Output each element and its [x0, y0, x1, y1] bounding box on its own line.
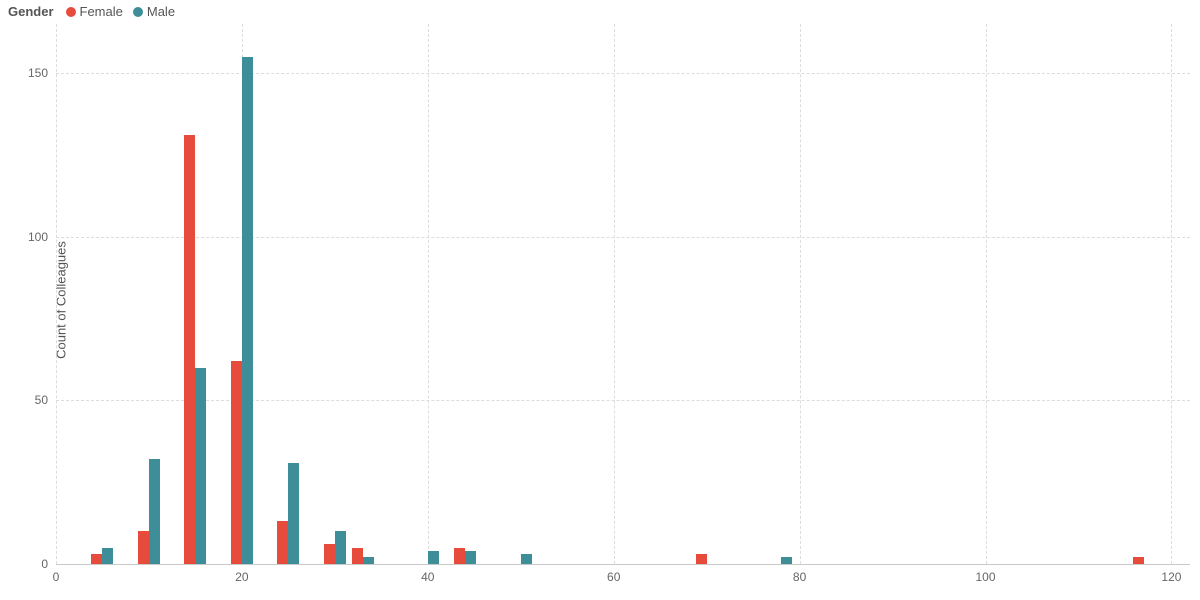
bar-male — [102, 548, 113, 564]
bar-female — [454, 548, 465, 564]
legend-label-male: Male — [147, 4, 175, 19]
legend-swatch-female — [66, 7, 76, 17]
y-tick-label: 0 — [8, 557, 48, 571]
bar-female — [184, 135, 195, 564]
bar-male — [195, 368, 206, 564]
y-tick-label: 150 — [8, 66, 48, 80]
bar-female — [696, 554, 707, 564]
gridline-horizontal — [56, 400, 1190, 401]
plot-area: 050100150020406080100120 — [56, 24, 1190, 564]
legend-label-female: Female — [80, 4, 123, 19]
y-tick-label: 100 — [8, 230, 48, 244]
bar-female — [138, 531, 149, 564]
bar-male — [288, 463, 299, 564]
bar-male — [149, 459, 160, 564]
bar-male — [242, 57, 253, 564]
legend-swatch-male — [133, 7, 143, 17]
y-tick-label: 50 — [8, 393, 48, 407]
bar-male — [465, 551, 476, 564]
gridline-vertical — [800, 24, 801, 564]
x-tick-label: 20 — [235, 570, 248, 584]
bar-female — [91, 554, 102, 564]
gridline-vertical — [1171, 24, 1172, 564]
gridline-horizontal — [56, 73, 1190, 74]
x-tick-label: 120 — [1161, 570, 1181, 584]
bar-female — [231, 361, 242, 564]
bar-male — [781, 557, 792, 564]
bar-female — [277, 521, 288, 564]
gridline-vertical — [986, 24, 987, 564]
x-axis-line — [56, 564, 1190, 565]
x-tick-label: 40 — [421, 570, 434, 584]
x-tick-label: 60 — [607, 570, 620, 584]
gridline-vertical — [614, 24, 615, 564]
x-tick-label: 0 — [53, 570, 60, 584]
x-tick-label: 80 — [793, 570, 806, 584]
bar-male — [363, 557, 374, 564]
legend-title: Gender — [8, 4, 54, 19]
legend-item-male: Male — [133, 4, 175, 19]
gridline-vertical — [56, 24, 57, 564]
gridline-vertical — [428, 24, 429, 564]
bar-male — [428, 551, 439, 564]
gridline-horizontal — [56, 237, 1190, 238]
bar-male — [335, 531, 346, 564]
legend-item-female: Female — [66, 4, 123, 19]
bar-female — [352, 548, 363, 564]
bar-female — [324, 544, 335, 564]
bar-male — [521, 554, 532, 564]
x-tick-label: 100 — [975, 570, 995, 584]
legend: Gender Female Male — [8, 4, 175, 19]
bar-female — [1133, 557, 1144, 564]
histogram-chart: Gender Female Male Count of Colleagues 0… — [0, 0, 1200, 600]
